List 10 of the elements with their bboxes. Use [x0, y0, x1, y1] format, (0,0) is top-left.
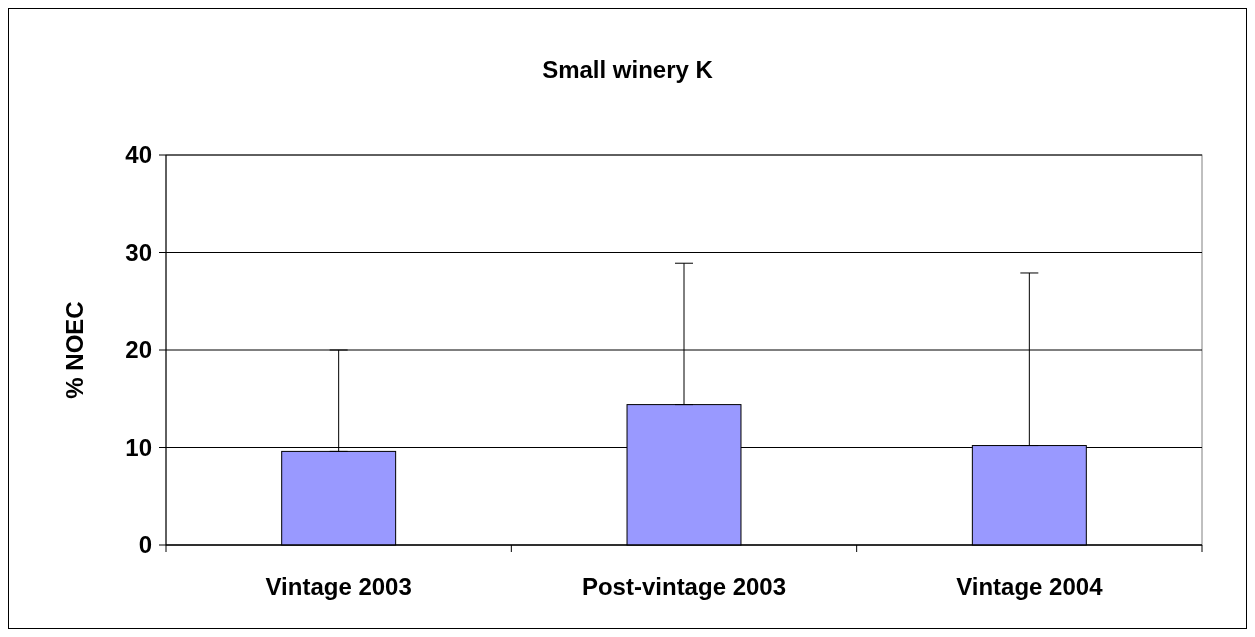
chart-title: Small winery K: [542, 56, 714, 83]
x-tick-label: Vintage 2003: [265, 573, 412, 600]
y-tick-label: 0: [138, 531, 152, 559]
x-tick-label: Vintage 2004: [956, 573, 1104, 600]
y-tick-label: 40: [125, 141, 152, 169]
y-tick-label: 20: [125, 336, 152, 364]
y-axis-title: % NOEC: [61, 301, 88, 399]
x-tick-label: Post-vintage 2003: [581, 573, 787, 600]
y-tick-label: 30: [125, 238, 152, 266]
y-tick-label: 10: [125, 433, 152, 461]
